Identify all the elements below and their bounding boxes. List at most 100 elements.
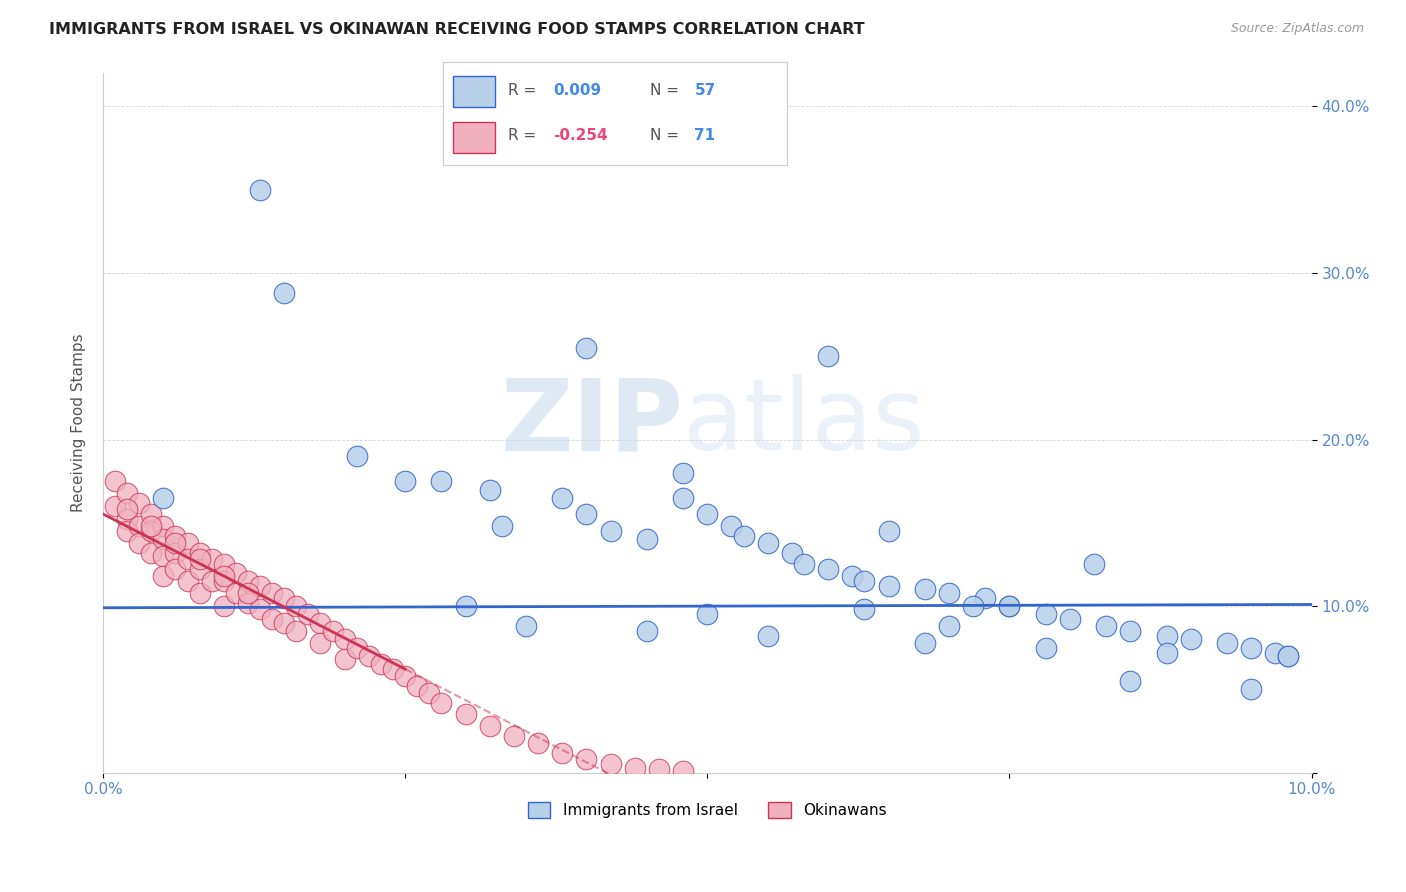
Text: -0.254: -0.254 xyxy=(553,128,607,144)
Point xyxy=(1240,640,1263,655)
Point xyxy=(853,602,876,616)
Point xyxy=(551,746,574,760)
Point xyxy=(575,341,598,355)
Point xyxy=(128,496,150,510)
Point xyxy=(962,599,984,614)
Point xyxy=(636,533,658,547)
Point xyxy=(212,558,235,572)
Point xyxy=(165,546,187,560)
Text: atlas: atlas xyxy=(683,375,925,471)
FancyBboxPatch shape xyxy=(453,122,495,153)
Point xyxy=(1083,558,1105,572)
Point xyxy=(478,483,501,497)
Point xyxy=(212,599,235,614)
Point xyxy=(672,764,695,778)
Point xyxy=(273,591,295,605)
Point xyxy=(1240,682,1263,697)
Point xyxy=(115,512,138,526)
Point xyxy=(104,474,127,488)
Point xyxy=(1216,636,1239,650)
Point xyxy=(309,636,332,650)
Point xyxy=(382,662,405,676)
Y-axis label: Receiving Food Stamps: Receiving Food Stamps xyxy=(72,334,86,512)
Point xyxy=(201,552,224,566)
Point xyxy=(357,649,380,664)
Point xyxy=(141,519,163,533)
Point xyxy=(756,629,779,643)
Text: 71: 71 xyxy=(695,128,716,144)
Point xyxy=(115,502,138,516)
Point xyxy=(346,449,368,463)
Point xyxy=(394,474,416,488)
Text: 0.009: 0.009 xyxy=(553,83,602,98)
Point xyxy=(817,562,839,576)
Point xyxy=(225,586,247,600)
Point xyxy=(297,607,319,622)
Point xyxy=(236,586,259,600)
Point xyxy=(1119,674,1142,689)
Point xyxy=(115,524,138,538)
Point xyxy=(575,752,598,766)
Point xyxy=(841,569,863,583)
Text: IMMIGRANTS FROM ISRAEL VS OKINAWAN RECEIVING FOOD STAMPS CORRELATION CHART: IMMIGRANTS FROM ISRAEL VS OKINAWAN RECEI… xyxy=(49,22,865,37)
Point xyxy=(165,529,187,543)
Point xyxy=(333,652,356,666)
Point xyxy=(152,569,174,583)
Point xyxy=(188,552,211,566)
Point xyxy=(998,599,1021,614)
Point xyxy=(176,536,198,550)
Point xyxy=(1264,646,1286,660)
Point xyxy=(914,582,936,597)
Point xyxy=(212,569,235,583)
Point xyxy=(152,491,174,505)
Point xyxy=(527,736,550,750)
Point xyxy=(152,519,174,533)
Point xyxy=(1156,629,1178,643)
Point xyxy=(1119,624,1142,639)
Point xyxy=(225,566,247,580)
Point xyxy=(1277,649,1299,664)
Point xyxy=(236,574,259,588)
Point xyxy=(672,466,695,480)
Point xyxy=(478,719,501,733)
Point xyxy=(454,707,477,722)
Point xyxy=(262,612,284,626)
Point xyxy=(756,536,779,550)
Point xyxy=(515,619,537,633)
Point xyxy=(877,579,900,593)
Point xyxy=(262,586,284,600)
Point xyxy=(285,624,308,639)
Point xyxy=(285,599,308,614)
Point xyxy=(1059,612,1081,626)
Point xyxy=(141,546,163,560)
Point xyxy=(454,599,477,614)
Point xyxy=(165,536,187,550)
Point xyxy=(636,624,658,639)
Point xyxy=(188,546,211,560)
Text: ZIP: ZIP xyxy=(501,375,683,471)
Point xyxy=(309,615,332,630)
Point xyxy=(817,349,839,363)
Legend: Immigrants from Israel, Okinawans: Immigrants from Israel, Okinawans xyxy=(522,797,893,824)
Point xyxy=(128,519,150,533)
Point xyxy=(249,183,271,197)
Point xyxy=(623,761,645,775)
Point xyxy=(236,596,259,610)
Point xyxy=(346,640,368,655)
Text: R =: R = xyxy=(509,83,541,98)
Text: N =: N = xyxy=(650,128,683,144)
Point xyxy=(914,636,936,650)
Point xyxy=(249,579,271,593)
Point xyxy=(141,524,163,538)
Point xyxy=(141,508,163,522)
Point xyxy=(672,491,695,505)
Point xyxy=(430,474,453,488)
Point xyxy=(720,519,742,533)
Point xyxy=(418,686,440,700)
Point xyxy=(648,763,671,777)
Point xyxy=(696,607,718,622)
Point xyxy=(793,558,815,572)
Point xyxy=(188,562,211,576)
Point xyxy=(733,529,755,543)
Point xyxy=(780,546,803,560)
